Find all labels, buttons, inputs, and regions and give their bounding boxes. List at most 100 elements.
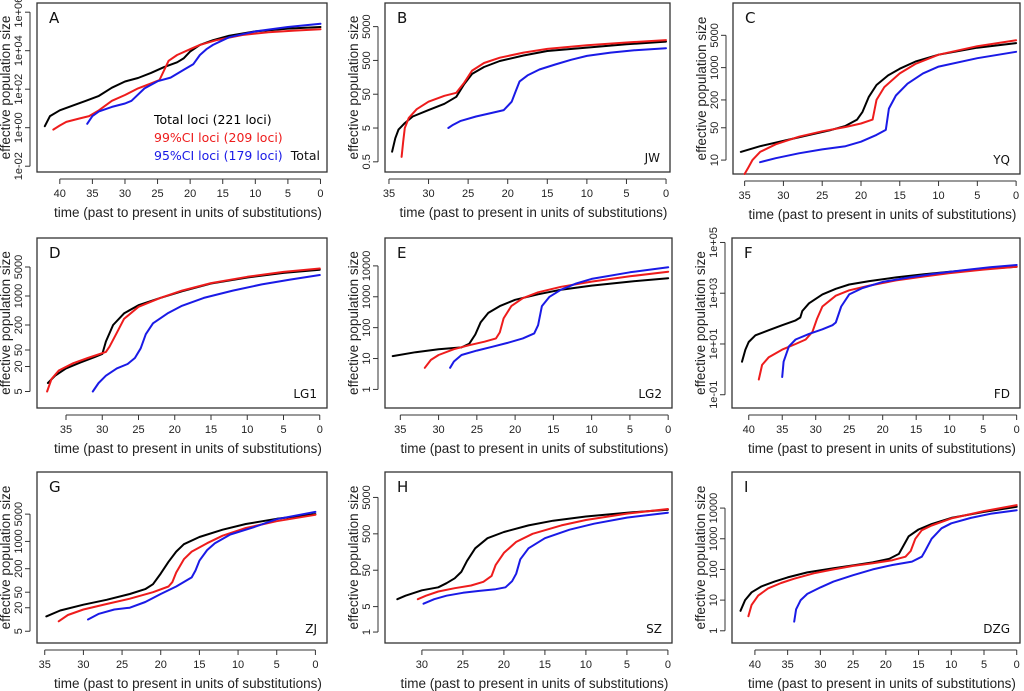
x-axis-label: time (past to present in units of substi… — [749, 207, 1017, 222]
y-tick-label: 10 — [708, 594, 720, 606]
panel-f: 40 35 30 25 20 15 10 5 0 time (past to present in… — [693, 227, 1021, 456]
series-line-ci99 — [400, 39, 667, 158]
plot-frame — [731, 237, 1021, 409]
y-tick-label: 200 — [13, 560, 25, 578]
legend-extra-label: Total — [290, 148, 320, 163]
x-tick-label: 15 — [547, 424, 559, 436]
y-tick-label: 5 — [13, 628, 25, 634]
panel-letter: G — [49, 478, 61, 496]
x-tick-label: 25 — [471, 424, 483, 436]
plot-frame — [731, 471, 1021, 644]
x-tick-label: 10 — [580, 659, 592, 671]
x-tick-label: 0 — [663, 188, 669, 200]
x-axis: 35 30 25 20 15 10 5 0 — [739, 180, 1019, 202]
x-axis-label: time (past to present in units of substi… — [54, 676, 322, 691]
plot-frame — [384, 237, 673, 409]
y-tick-label: 1 — [708, 628, 720, 634]
plot-frame — [384, 471, 673, 644]
panel-a: 40 35 30 25 20 15 10 5 0 time (past to present in… — [0, 0, 328, 220]
plot-frame — [732, 2, 1021, 175]
x-tick-label: 0 — [317, 188, 323, 200]
y-tick-label: 5 — [13, 388, 25, 394]
x-tick-label: 5 — [274, 659, 280, 671]
x-tick-label: 20 — [155, 659, 167, 671]
x-tick-label: 30 — [432, 424, 444, 436]
site-label: LG1 — [293, 387, 317, 401]
site-label: JW — [644, 151, 661, 165]
site-label: FD — [994, 387, 1010, 401]
x-tick-label: 15 — [539, 659, 551, 671]
x-axis-label: time (past to present in units of substi… — [748, 676, 1016, 691]
series-line-ci95 — [447, 47, 667, 129]
x-tick-label: 15 — [912, 659, 924, 671]
x-tick-label: 5 — [980, 424, 986, 436]
x-axis: 35 30 25 20 15 10 5 0 — [383, 178, 669, 200]
y-tick-label: 500 — [361, 525, 373, 543]
y-tick-label: 1e+05 — [708, 227, 720, 258]
series-line-ci95 — [87, 510, 317, 621]
y-tick-label: 1000 — [708, 527, 720, 551]
panel-letter: F — [744, 244, 753, 262]
x-tick-label: 30 — [777, 190, 789, 202]
x-tick-label: 30 — [77, 659, 89, 671]
x-tick-label: 20 — [169, 424, 181, 436]
y-tick-label: 5000 — [13, 502, 25, 526]
y-tick-label: 1e+02 — [13, 74, 25, 105]
x-axis-label: time (past to present in units of substi… — [54, 441, 322, 456]
x-tick-label: 25 — [116, 659, 128, 671]
series-line-ci99 — [423, 270, 670, 369]
y-tick-label: 5000 — [709, 23, 721, 47]
y-tick-label: 5000 — [13, 255, 25, 279]
panel-i: 40 35 30 25 20 15 10 5 0 time (past to present in… — [693, 471, 1021, 691]
y-tick-label: 1000 — [13, 284, 25, 308]
y-axis-label: effective population size — [346, 486, 361, 630]
x-tick-label: 5 — [974, 190, 980, 202]
x-tick-label: 25 — [816, 190, 828, 202]
y-tick-label: 20 — [13, 360, 25, 372]
x-tick-label: 0 — [665, 659, 671, 671]
x-tick-label: 30 — [119, 188, 131, 200]
y-tick-label: 1e+00 — [13, 112, 25, 143]
x-tick-label: 20 — [877, 424, 889, 436]
x-tick-label: 5 — [981, 659, 987, 671]
series-line-ci95 — [86, 22, 322, 125]
y-axis: 5 20 50 200 1000 5000 — [13, 502, 31, 634]
site-label: ZJ — [305, 622, 317, 636]
x-tick-label: 30 — [416, 659, 428, 671]
panel-letter: E — [397, 244, 406, 262]
y-tick-label: 100 — [361, 318, 373, 336]
x-tick-label: 25 — [457, 659, 469, 671]
x-axis: 30 25 20 15 10 5 0 — [416, 649, 671, 671]
x-tick-label: 15 — [541, 188, 553, 200]
x-tick-label: 15 — [894, 190, 906, 202]
y-axis: 1e-02 1e+00 1e+02 1e+04 1e+06 — [13, 0, 31, 180]
x-tick-label: 5 — [627, 424, 633, 436]
y-axis-label: effective population size — [346, 16, 361, 160]
x-tick-label: 20 — [855, 190, 867, 202]
y-axis: 1 10 100 1000 10000 — [708, 493, 726, 634]
series-line-total — [396, 508, 669, 601]
x-axis-label: time (past to present in units of substi… — [54, 205, 322, 220]
x-tick-label: 25 — [132, 424, 144, 436]
y-axis: 10 50 200 1000 5000 — [709, 23, 727, 166]
y-tick-label: 10000 — [708, 493, 720, 524]
x-tick-label: 30 — [96, 424, 108, 436]
panel-letter: H — [397, 478, 408, 496]
y-tick-label: 50 — [361, 564, 373, 576]
plot-frame — [36, 237, 328, 409]
panel-letter: I — [744, 478, 748, 496]
x-axis: 40 35 30 25 20 15 10 5 0 — [54, 178, 324, 200]
x-tick-label: 5 — [623, 188, 629, 200]
series-line-ci99 — [743, 39, 1018, 175]
series-line-total — [391, 277, 670, 358]
y-tick-label: 20 — [13, 602, 25, 614]
panel-letter: D — [49, 244, 61, 262]
series-line-ci95 — [759, 50, 1018, 164]
y-axis-label: effective population size — [0, 251, 13, 395]
x-tick-label: 10 — [586, 424, 598, 436]
series-line-ci95 — [91, 274, 321, 393]
site-label: DZG — [983, 622, 1010, 636]
x-tick-label: 35 — [39, 659, 51, 671]
x-axis: 35 30 25 20 15 10 5 0 — [394, 414, 671, 436]
